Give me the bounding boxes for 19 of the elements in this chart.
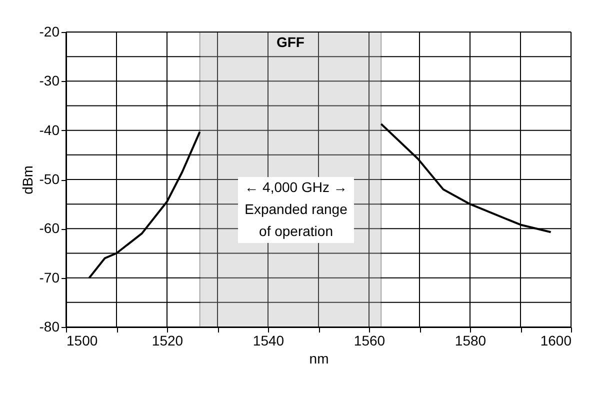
x-tick-label: 1560 — [354, 332, 386, 348]
x-tick-label: 1520 — [152, 332, 184, 348]
y-tick-label: -80 — [39, 318, 60, 334]
y-tick-label: -50 — [39, 171, 60, 187]
y-tick-label: -20 — [39, 24, 60, 40]
annotation: Expanded range — [244, 201, 348, 217]
x-tick-label: 1580 — [454, 332, 486, 348]
y-axis-title: dBm — [19, 166, 36, 194]
y-tick-label: -30 — [39, 72, 60, 89]
annotation: ← 4,000 GHz → — [244, 179, 348, 195]
x-tick-label: 1600 — [540, 332, 572, 348]
y-tick-label: -40 — [39, 122, 60, 138]
x-tick-label: 1500 — [66, 332, 98, 348]
y-tick-label: -70 — [39, 269, 60, 286]
x-tick-label: 1540 — [252, 332, 284, 348]
annotation: of operation — [259, 223, 333, 239]
band-label: GFF — [276, 34, 305, 50]
y-tick-label: -60 — [39, 220, 60, 236]
x-axis-title: nm — [309, 350, 329, 366]
